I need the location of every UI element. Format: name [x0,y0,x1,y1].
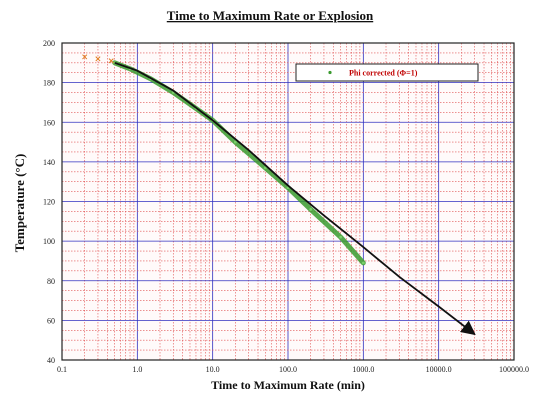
plot-series [82,54,476,336]
data-point [263,166,267,170]
y-tick-label: 140 [43,158,55,167]
y-tick-labels: 40 60 80 100 120 140 160 180 200 [43,39,55,365]
y-tick-label: 160 [43,118,55,127]
legend-marker [328,70,332,75]
y-tick-label: 180 [43,79,55,88]
x-tick-label: 10000.0 [426,365,452,374]
data-point [361,261,365,265]
legend-entry-label: Phi corrected (Φ=1) [349,69,418,78]
data-point [309,208,313,211]
y-tick-label: 120 [43,198,55,207]
plot-frame [61,42,515,361]
plot-grid [61,42,515,361]
x-tick-label: 0.1 [57,365,67,374]
x-tick-label: 100.0 [279,365,297,374]
x-tick-labels: 0.1 1.0 10.0 100.0 1000.0 10000.0 100000.0 [57,365,529,374]
y-tick-label: 40 [47,356,55,365]
data-point [339,235,343,239]
series-line-fit [114,61,476,336]
y-tick-label: 60 [47,316,55,325]
x-tick-label: 10.0 [206,365,220,374]
y-tick-label: 100 [43,237,55,246]
x-tick-label: 1000.0 [352,365,374,374]
x-tick-label: 100000.0 [499,365,529,374]
chart-title: Time to Maximum Rate or Explosion [167,8,374,23]
legend-box [295,63,479,82]
data-point [233,140,237,144]
x-tick-label: 1.0 [132,365,142,374]
legend: Phi corrected (Φ=1) [295,63,479,82]
y-tick-label: 200 [43,39,55,48]
y-tick-label: 80 [47,277,55,286]
y-axis-label: Temperature (°C) [12,154,27,253]
x-axis-label: Time to Maximum Rate (min) [211,378,365,392]
data-point-x-marker [95,56,101,62]
data-point-x-marker [82,54,88,60]
data-point-x-marker [108,58,114,64]
